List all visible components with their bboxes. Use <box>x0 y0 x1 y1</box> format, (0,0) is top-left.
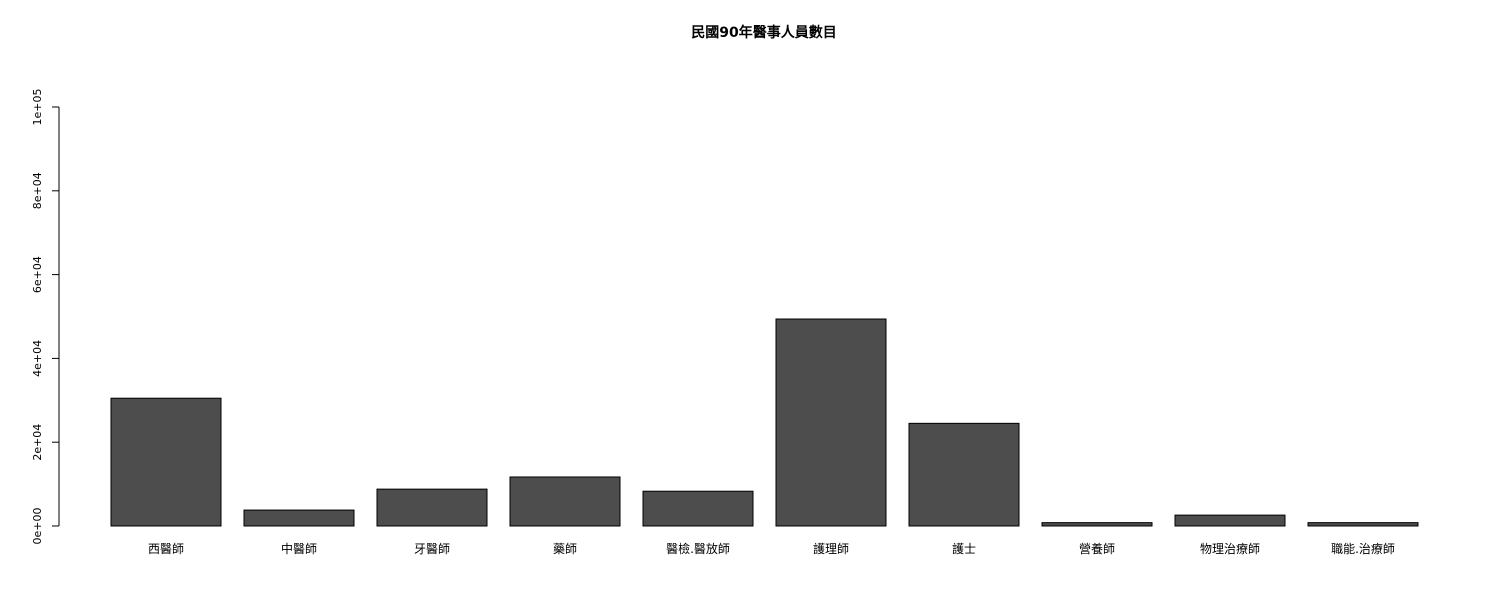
category-label: 牙醫師 <box>414 542 450 556</box>
category-label: 物理治療師 <box>1200 542 1260 556</box>
y-tick-label: 2e+04 <box>31 424 44 461</box>
y-tick-label: 8e+04 <box>31 172 44 209</box>
bar <box>1041 522 1153 527</box>
bar <box>1307 522 1419 527</box>
bar <box>243 509 355 527</box>
bar <box>1174 514 1286 527</box>
category-label: 護理師 <box>813 541 849 556</box>
y-axis: 0e+00 2e+04 4e+04 6e+04 8e+04 1e+05 <box>31 89 60 545</box>
category-label: 營養師 <box>1079 541 1115 556</box>
bar <box>908 422 1020 527</box>
category-label: 職能.治療師 <box>1331 542 1395 556</box>
y-tick-label: 4e+04 <box>31 340 44 377</box>
bar <box>110 397 222 527</box>
bars <box>110 318 1419 527</box>
category-label: 藥師 <box>553 542 577 556</box>
y-tick-label: 0e+00 <box>31 508 44 545</box>
category-label: 醫檢.醫放師 <box>666 541 730 556</box>
category-label: 中醫師 <box>281 541 317 556</box>
y-tick-label: 6e+04 <box>31 256 44 293</box>
bar <box>642 490 754 527</box>
bar <box>376 488 488 527</box>
category-label: 護士 <box>952 541 976 556</box>
chart-title: 民國90年醫事人員數目 <box>691 24 836 41</box>
x-axis-labels: 西醫師 中醫師 牙醫師 藥師 醫檢.醫放師 護理師 護士 營養師 物理治療師 職能.治療師 <box>148 541 1395 556</box>
bar <box>775 318 887 527</box>
category-label: 西醫師 <box>148 542 184 556</box>
bar <box>509 476 621 527</box>
y-tick-label: 1e+05 <box>31 89 44 126</box>
